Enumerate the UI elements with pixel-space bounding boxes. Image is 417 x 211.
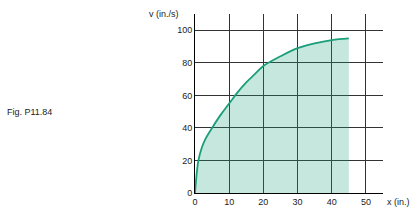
svg-text:20: 20 (182, 156, 192, 166)
svg-text:100: 100 (177, 25, 192, 35)
svg-text:50: 50 (361, 197, 371, 207)
svg-text:v (in./s): v (in./s) (149, 9, 179, 19)
svg-text:0: 0 (187, 188, 192, 198)
svg-text:x (in.): x (in.) (387, 197, 410, 207)
svg-text:0: 0 (192, 197, 197, 207)
svg-text:60: 60 (182, 91, 192, 101)
svg-text:40: 40 (327, 197, 337, 207)
svg-text:80: 80 (182, 58, 192, 68)
svg-text:Fig. P11.84: Fig. P11.84 (7, 107, 52, 117)
svg-text:40: 40 (182, 123, 192, 133)
svg-text:10: 10 (224, 197, 234, 207)
svg-text:30: 30 (293, 197, 303, 207)
svg-text:20: 20 (258, 197, 268, 207)
